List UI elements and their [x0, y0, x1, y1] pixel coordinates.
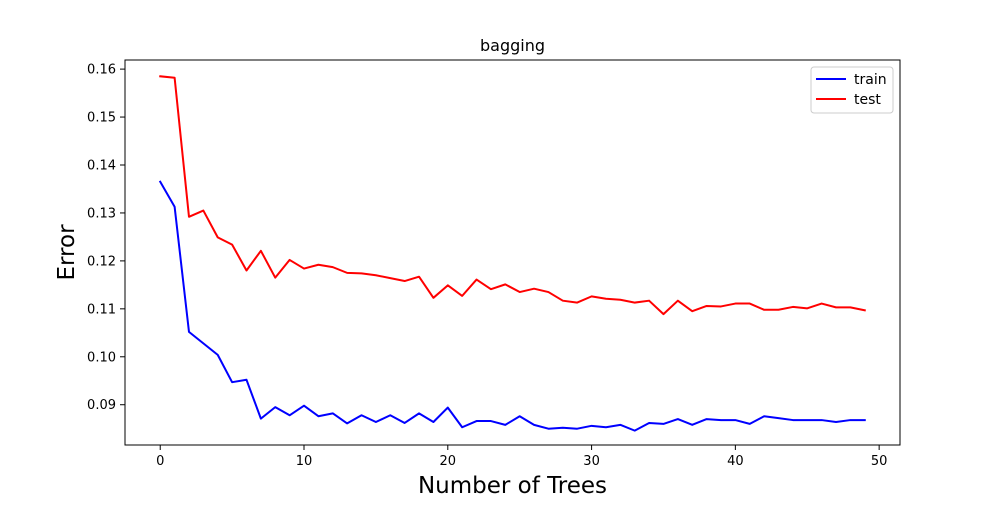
x-tick-label: 40	[727, 454, 744, 469]
legend: train test	[810, 66, 894, 114]
y-tick-label: 0.13	[87, 206, 116, 221]
x-tick-label: 20	[440, 454, 457, 469]
x-axis-label: Number of Trees	[418, 473, 607, 499]
x-axis-ticks: 0 10 20 30 40 50	[156, 445, 887, 469]
x-tick-label: 0	[156, 454, 164, 469]
x-tick-label: 30	[583, 454, 600, 469]
series-line-test	[159, 75, 866, 316]
series-line-train	[158, 180, 866, 432]
y-tick-label: 0.14	[87, 159, 116, 174]
y-tick-label: 0.10	[87, 350, 116, 365]
y-tick-label: 0.16	[87, 63, 116, 78]
y-tick-label: 0.15	[87, 111, 116, 126]
y-tick-label: 0.11	[87, 302, 116, 317]
x-tick-label: 10	[296, 454, 313, 469]
series-layer	[158, 75, 866, 432]
y-axis-label: Error	[54, 224, 80, 281]
chart-title: bagging	[480, 36, 545, 55]
plot-frame	[124, 59, 901, 446]
legend-label-train: train	[854, 72, 887, 88]
y-axis-ticks: 0.09 0.10 0.11 0.12 0.13 0.14 0.15 0.16	[87, 63, 125, 413]
x-tick-label: 50	[871, 454, 888, 469]
legend-label-test: test	[854, 92, 881, 108]
y-tick-label: 0.09	[87, 398, 116, 413]
y-tick-label: 0.12	[87, 254, 116, 269]
